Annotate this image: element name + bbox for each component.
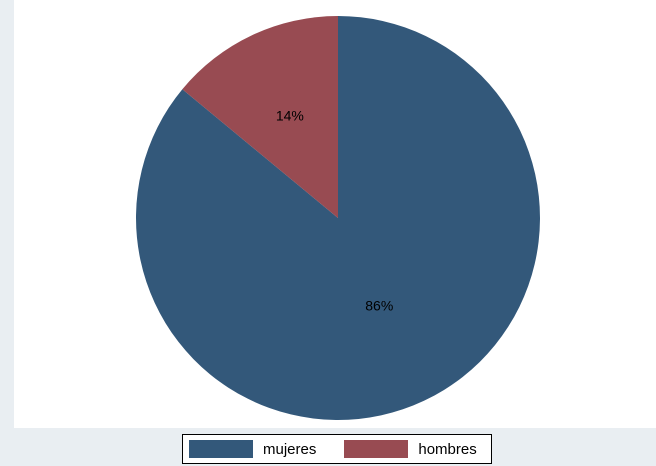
pie-slice-hombres — [182, 16, 338, 218]
legend-label-mujeres: mujeres — [263, 440, 317, 458]
legend-swatch-hombres — [344, 440, 409, 458]
legend-item-mujeres: mujeres — [189, 440, 316, 458]
legend-swatch-mujeres — [189, 440, 253, 458]
data-label-mujeres: 86% — [365, 298, 393, 314]
legend-label-hombres: hombres — [418, 440, 477, 458]
legend-item-hombres: hombres — [344, 440, 477, 458]
pie-chart: 86% 14% — [135, 16, 540, 420]
plot-area: 86% 14% — [14, 0, 656, 428]
legend: mujeres hombres — [182, 434, 492, 464]
data-label-hombres: 14% — [276, 108, 304, 124]
